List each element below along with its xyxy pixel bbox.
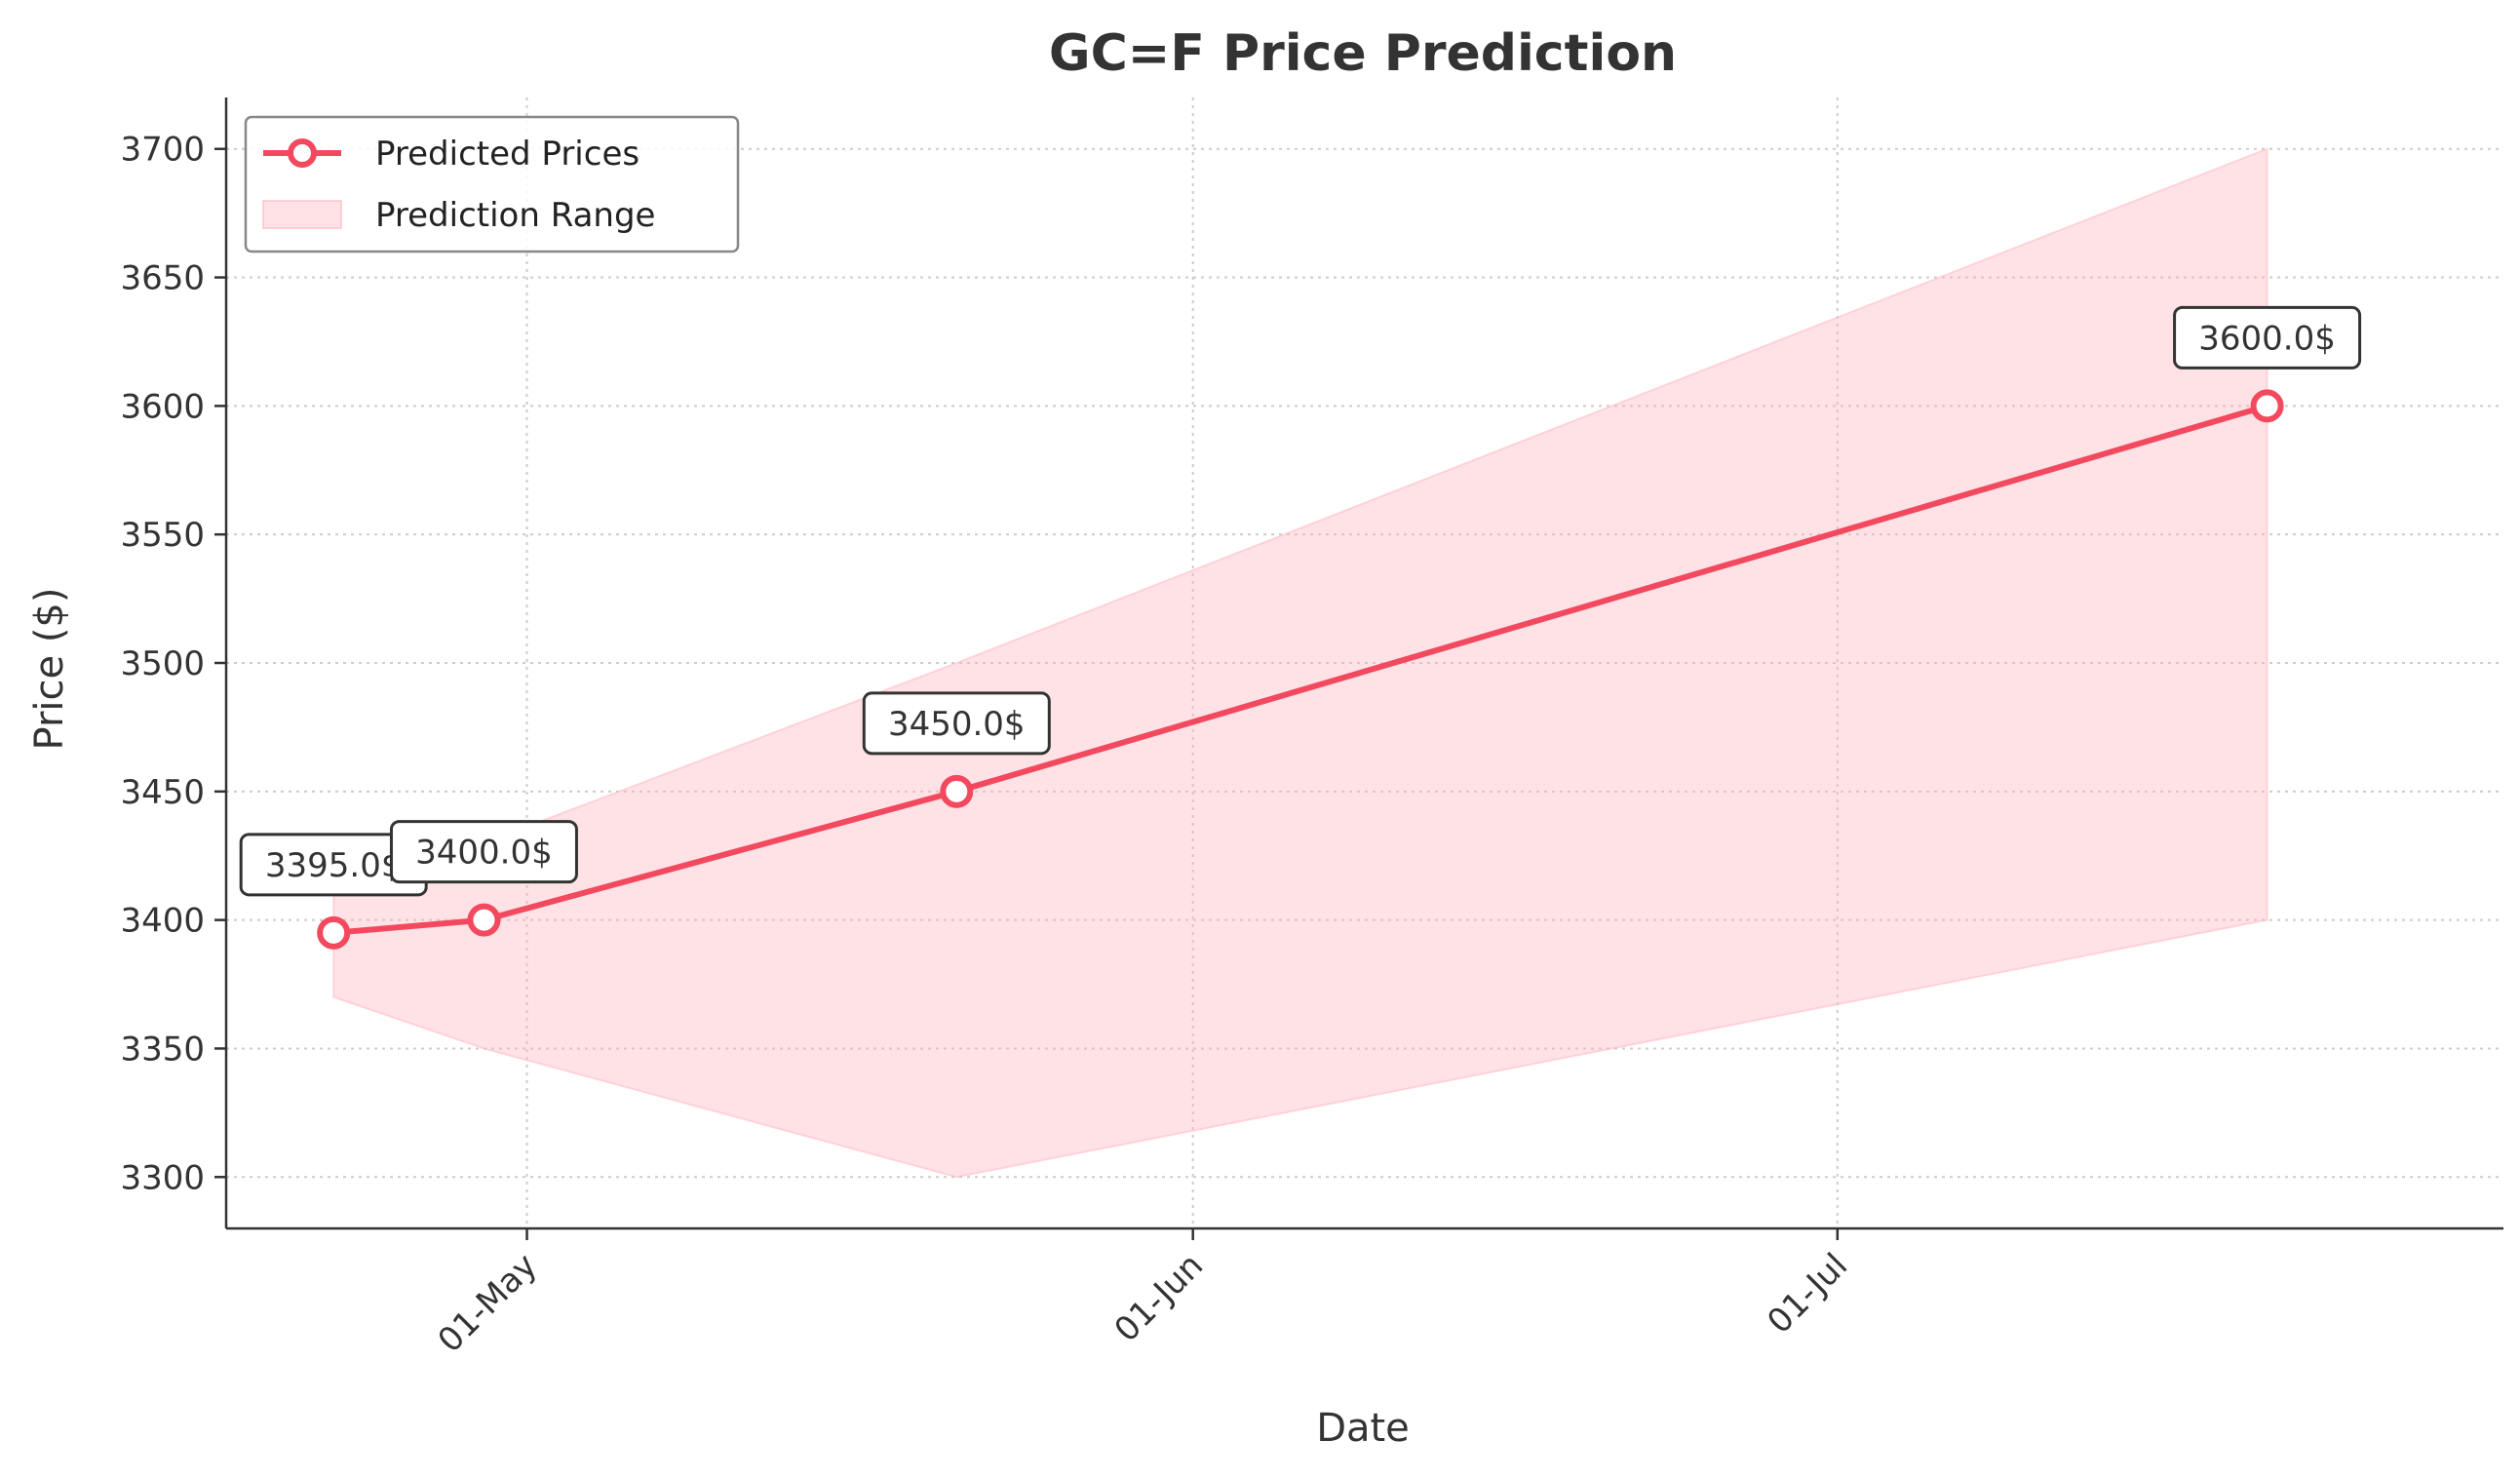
x-axis-title: Date bbox=[1316, 1406, 1410, 1451]
chart-title: GC=F Price Prediction bbox=[1049, 24, 1677, 83]
data-label: 3400.0$ bbox=[415, 834, 553, 873]
predicted-price-point bbox=[467, 903, 501, 937]
data-label-box bbox=[389, 820, 578, 884]
legend: Predicted Prices Prediction Range bbox=[244, 115, 740, 253]
predicted-price-point bbox=[317, 915, 351, 950]
data-label-box bbox=[2173, 305, 2362, 370]
data-label: 3395.0$ bbox=[265, 846, 403, 885]
legend-frame bbox=[244, 115, 740, 253]
legend-label-predicted-prices: Predicted Prices bbox=[375, 135, 640, 174]
prediction-range-layer bbox=[332, 147, 2268, 1179]
predicted-prices-line bbox=[330, 403, 2270, 936]
y-tick-label: 3400 bbox=[120, 902, 205, 941]
predicted-price-point bbox=[2250, 389, 2284, 423]
data-label: 3450.0$ bbox=[888, 705, 1026, 744]
legend-marker-swatch bbox=[288, 138, 317, 168]
y-tick-label: 3650 bbox=[120, 259, 205, 298]
y-tick-label: 3600 bbox=[120, 387, 205, 426]
y-tick-label: 3550 bbox=[120, 516, 205, 555]
prediction-range-band bbox=[332, 147, 2268, 1179]
y-tick-label: 3700 bbox=[120, 131, 205, 170]
y-tick-label: 3450 bbox=[120, 773, 205, 812]
legend-label-prediction-range: Prediction Range bbox=[375, 196, 655, 235]
x-tick-label: 01-Jul bbox=[1760, 1246, 1855, 1342]
legend-band-swatch bbox=[262, 200, 342, 229]
y-tick-label: 3300 bbox=[120, 1158, 205, 1197]
x-tick-label: 01-Jun bbox=[1107, 1246, 1211, 1349]
predicted-price-point bbox=[940, 774, 974, 808]
y-axis-title: Price ($) bbox=[27, 588, 72, 751]
data-label: 3600.0$ bbox=[2198, 319, 2336, 358]
y-tick-label: 3500 bbox=[120, 644, 205, 683]
predicted-prices-layer bbox=[317, 389, 2284, 950]
y-tick-label: 3350 bbox=[120, 1030, 205, 1069]
x-tick-label: 01-May bbox=[431, 1246, 545, 1360]
data-labels-layer: 3395.0$ 3400.0$ 3450.0$ 3600.0$ bbox=[239, 305, 2362, 897]
grid-layer bbox=[226, 97, 2503, 1228]
data-label-box bbox=[862, 691, 1051, 756]
